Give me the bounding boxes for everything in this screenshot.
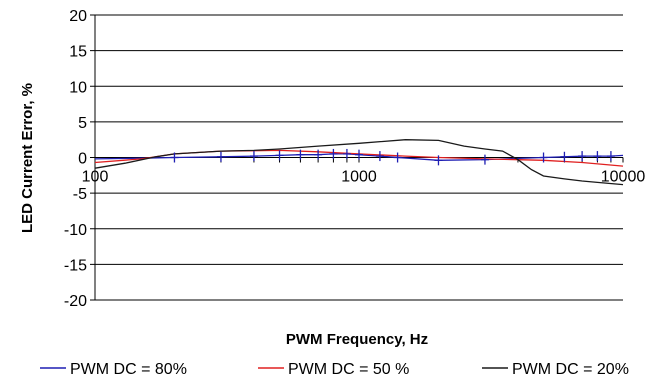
series-markers: [170, 148, 615, 166]
legend-label-1: PWM DC = 80%: [70, 361, 187, 378]
legend-label-3: PWM DC = 20%: [512, 361, 629, 378]
x-tick-label: 10000: [601, 169, 646, 186]
x-tick-label: 100: [82, 169, 109, 186]
y-tick-label: -20: [64, 293, 87, 310]
y-tick-label: 10: [69, 79, 87, 96]
legend-label-2: PWM DC = 50 %: [288, 361, 409, 378]
x-tick-label: 1000: [341, 169, 377, 186]
y-tick-label: -15: [64, 257, 87, 274]
legend: PWM DC = 80% PWM DC = 50 % PWM DC = 20%: [40, 361, 629, 378]
y-tick-label: 20: [69, 8, 87, 25]
axes: [90, 14, 624, 301]
y-tick-labels: 20 15 10 5 0 -5 -10 -15 -20: [64, 8, 87, 310]
x-axis-title: PWM Frequency, Hz: [286, 331, 428, 348]
series-line-3: [94, 139, 624, 186]
y-axis-title: LED Current Error, %: [19, 83, 36, 233]
y-tick-label: 5: [78, 115, 87, 132]
y-tick-label: 15: [69, 44, 87, 61]
x-tick-labels: 100 1000 10000: [82, 169, 646, 186]
y-tick-label: 0: [78, 151, 87, 168]
y-tick-label: -5: [73, 186, 87, 203]
y-tick-label: -10: [64, 222, 87, 239]
